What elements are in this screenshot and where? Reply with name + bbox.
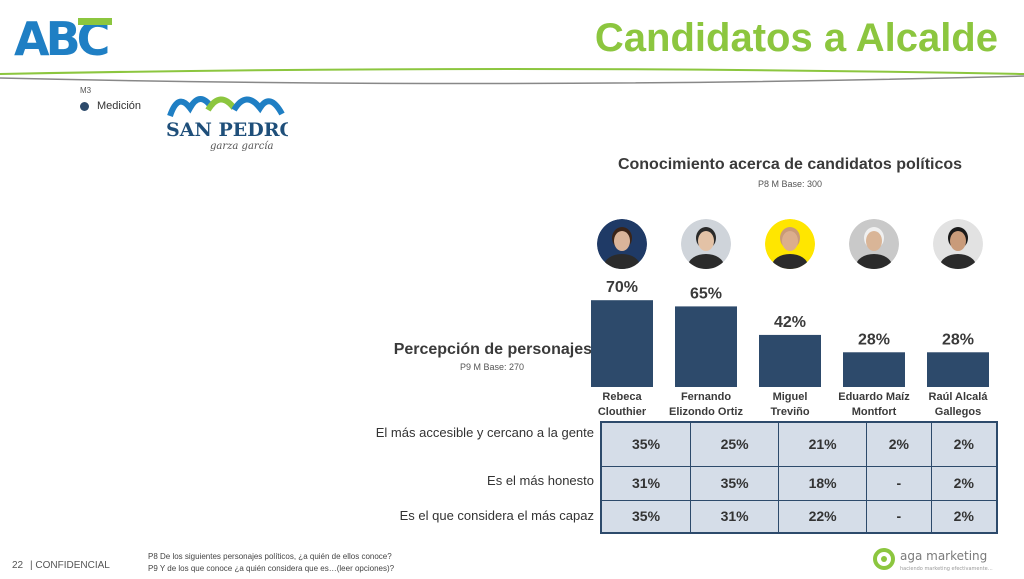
category-label-0-0: Rebeca xyxy=(602,391,642,403)
category-label-1-0: Fernando xyxy=(681,391,731,403)
table-row: 35% 25% 21% 2% 2% xyxy=(600,421,998,467)
candidate-photo-4 xyxy=(933,219,983,269)
header-divider xyxy=(0,68,1024,85)
bar-value-label-2: 42% xyxy=(774,314,806,331)
page-title: Candidatos a Alcalde xyxy=(594,16,998,60)
abc-logo-accent xyxy=(78,18,112,25)
confidential-label: | CONFIDENCIAL xyxy=(30,560,110,571)
perception-title: Percepción de personajes xyxy=(393,341,592,358)
bar-3 xyxy=(843,352,905,387)
bar-value-label-4: 28% xyxy=(942,331,974,348)
bar-value-label-3: 28% xyxy=(858,331,890,348)
table-row: 31% 35% 18% -2% xyxy=(600,465,998,501)
table-cell: 2% xyxy=(866,421,932,467)
legend-code: M3 xyxy=(80,86,92,95)
bar-2 xyxy=(759,334,821,387)
footnote-p8: P8 De los siguientes personajes político… xyxy=(148,552,392,561)
table-cell: 35% xyxy=(690,465,780,501)
table-cell: 31% xyxy=(690,499,780,534)
table-row-label: Es el que considera el más capaz xyxy=(399,508,594,523)
aga-logo-icon xyxy=(873,548,895,570)
page-number: 22 xyxy=(12,560,24,571)
table-cell: 2% xyxy=(930,465,998,501)
table-cell: 31% xyxy=(600,465,692,501)
perception-subtitle: P9 M Base: 270 xyxy=(459,362,524,372)
legend-dot-icon xyxy=(80,101,89,111)
category-label-3-1: Montfort xyxy=(852,406,897,418)
knowledge-bar-chart: 70% Rebeca Clouthier 65% Fernando Elizondo Or… xyxy=(591,279,989,418)
aga-brand-tagline: haciendo marketing efectivamente… xyxy=(900,566,993,572)
candidate-photo-2 xyxy=(765,219,815,269)
category-label-2-1: Treviño xyxy=(770,406,809,418)
table-cell: 2% xyxy=(930,499,998,534)
table-cell: - xyxy=(866,465,932,501)
perception-table: 35% 25% 21% 2% 2% 31% 35% 18% -2% 35% 31% 22% -2% xyxy=(600,421,998,534)
table-row-label: Es el más honesto xyxy=(487,473,594,488)
table-cell: 2% xyxy=(930,421,998,467)
category-label-4-0: Raúl Alcalá xyxy=(929,391,989,403)
san-pedro-logo: SAN PEDRO garza garcía xyxy=(166,96,288,152)
san-pedro-logo-text: SAN PEDRO xyxy=(166,119,288,141)
legend-label: Medición xyxy=(97,100,142,112)
chart-title: Conocimiento acerca de candidatos políti… xyxy=(617,156,963,173)
category-label-3-0: Eduardo Maíz xyxy=(838,391,910,403)
legend: Medición xyxy=(80,100,141,112)
category-label-1-1: Elizondo Ortiz xyxy=(669,406,743,418)
table-cell: 35% xyxy=(600,499,692,534)
bar-value-label-1: 65% xyxy=(690,285,722,302)
bar-1 xyxy=(675,306,737,387)
category-label-2-0: Miguel xyxy=(773,391,808,403)
san-pedro-logo-script: garza garcía xyxy=(210,141,273,152)
table-cell: 22% xyxy=(778,499,868,534)
table-cell: - xyxy=(866,499,932,534)
category-label-0-1: Clouthier xyxy=(598,406,647,418)
abc-logo: ABC xyxy=(14,14,112,60)
bar-value-label-0: 70% xyxy=(606,279,638,296)
table-cell: 25% xyxy=(690,421,780,467)
bar-4 xyxy=(927,352,989,387)
table-row-label: El más accesible y cercano a la gente xyxy=(375,425,594,440)
table-cell: 21% xyxy=(778,421,868,467)
aga-marketing-logo: aga marketing haciendo marketing efectiv… xyxy=(873,548,993,572)
candidate-photo-3 xyxy=(849,219,899,269)
chart-subtitle: P8 M Base: 300 xyxy=(757,179,823,189)
table-row: 35% 31% 22% -2% xyxy=(600,499,998,534)
candidate-photo-1 xyxy=(681,219,731,269)
category-label-4-1: Gallegos xyxy=(935,406,981,418)
aga-brand-text: aga marketing xyxy=(900,549,987,563)
candidate-photo-0 xyxy=(597,219,647,269)
bar-0 xyxy=(591,300,653,387)
table-cell: 35% xyxy=(600,421,692,467)
table-cell: 18% xyxy=(778,465,868,501)
footnote-p9: P9 Y de los que conoce ¿a quién consider… xyxy=(148,564,395,573)
